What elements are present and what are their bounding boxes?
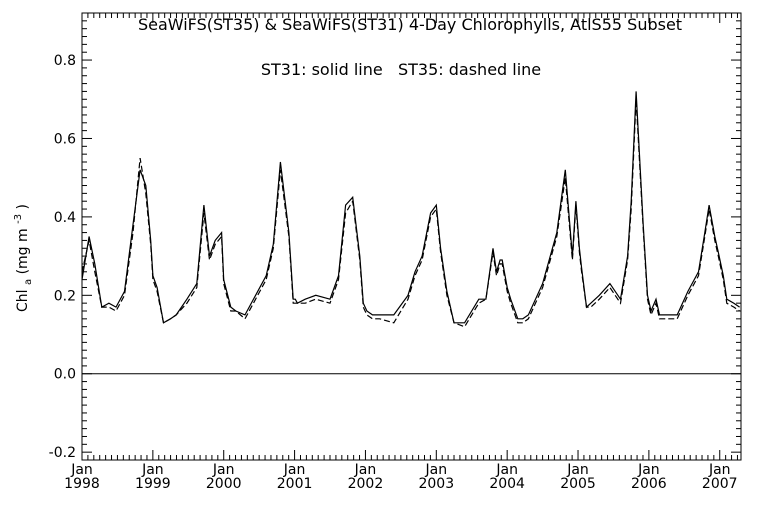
y-tick-label: -0.2	[49, 445, 76, 461]
x-tick-year-label: 2006	[631, 476, 667, 492]
plot-frame	[81, 12, 742, 461]
x-tick-year-label: 2000	[206, 476, 242, 492]
x-tick-month-label: Jan	[212, 462, 235, 478]
legend-annotation: ST31: solid line ST35: dashed line	[261, 60, 541, 79]
x-tick-year-label: 1998	[64, 476, 100, 492]
series-line-st35	[81, 99, 740, 328]
axis-ticks	[81, 12, 741, 461]
x-tick-month-label: Jan	[70, 462, 93, 478]
x-tick-month-label: Jan	[495, 462, 518, 478]
y-tick-label: 0.0	[54, 367, 76, 383]
x-tick-month-label: Jan	[425, 462, 448, 478]
x-tick-year-label: 2005	[560, 476, 596, 492]
x-tick-month-label: Jan	[141, 462, 164, 478]
x-tick-year-label: 2002	[348, 476, 384, 492]
x-tick-month-label: Jan	[283, 462, 306, 478]
data-series	[81, 91, 740, 328]
y-tick-label: 0.4	[54, 210, 76, 226]
y-tick-label: 0.2	[54, 288, 76, 304]
x-tick-month-label: Jan	[637, 462, 660, 478]
y-label-subscript: a	[23, 279, 34, 285]
x-tick-month-label: Jan	[354, 462, 377, 478]
y-label-base: Chl	[15, 289, 31, 312]
y-axis-label: Chl a (mg m -3 )	[9, 204, 35, 312]
chart-title: SeaWiFS(ST35) & SeaWiFS(ST31) 4-Day Chlo…	[138, 15, 682, 34]
x-tick-year-label: 2007	[702, 476, 738, 492]
axis-tick-labels: -0.20.00.20.40.60.8Jan1998Jan1999Jan2000…	[49, 53, 738, 492]
x-tick-month-label: Jan	[566, 462, 589, 478]
x-tick-year-label: 1999	[135, 476, 171, 492]
y-label-units: (mg m	[15, 228, 31, 274]
x-tick-year-label: 2003	[418, 476, 454, 492]
y-label-units-close: )	[15, 204, 31, 209]
y-tick-label: 0.6	[54, 131, 76, 147]
y-tick-label: 0.8	[54, 53, 76, 69]
y-label-superscript: -3	[13, 214, 24, 224]
x-tick-year-label: 2004	[489, 476, 525, 492]
x-tick-year-label: 2001	[277, 476, 313, 492]
x-tick-month-label: Jan	[708, 462, 731, 478]
